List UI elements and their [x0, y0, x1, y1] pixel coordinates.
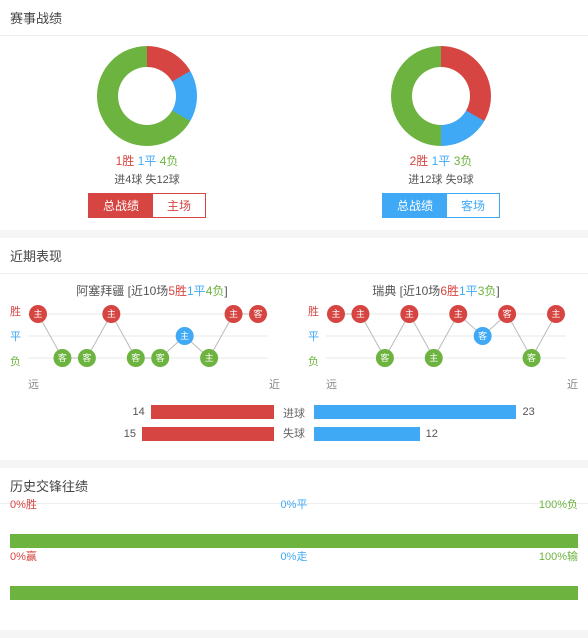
svg-text:主: 主 [551, 308, 560, 319]
svg-text:客: 客 [478, 330, 487, 341]
svg-text:主: 主 [429, 352, 438, 363]
recent-team-title-0: 阿塞拜疆 [近10场5胜1平4负] [10, 282, 294, 299]
svg-text:客: 客 [503, 308, 512, 319]
yaxis-0: 胜平负 [10, 303, 21, 369]
bars-mid-labels: 进球失球 [274, 402, 314, 444]
svg-text:主: 主 [107, 308, 116, 319]
svg-text:主: 主 [33, 308, 42, 319]
svg-text:客: 客 [156, 352, 165, 363]
xaxis-0: 远近 [28, 376, 280, 392]
svg-text:客: 客 [527, 352, 536, 363]
svg-text:主: 主 [180, 330, 189, 341]
svg-text:主: 主 [405, 308, 414, 319]
button-row-0: 总战绩 主场 [88, 193, 206, 218]
recent-section: 近期表现 阿塞拜疆 [近10场5胜1平4负]瑞典 [近10场6胜1平3负] 胜平… [0, 238, 588, 460]
history-labels-1: 0%赢0%走100%输 [10, 564, 578, 578]
btn-venue-1[interactable]: 客场 [447, 194, 499, 217]
history-bar-1 [10, 586, 578, 600]
svg-text:主: 主 [229, 308, 238, 319]
history-bar-0 [10, 534, 578, 548]
record-section: 赛事战绩 1胜 1平 4负 进4球 失12球 总战绩 主场 2胜 1平 3负 进… [0, 0, 588, 230]
svg-text:客: 客 [131, 352, 140, 363]
svg-text:主: 主 [205, 352, 214, 363]
button-row-1: 总战绩 客场 [382, 193, 500, 218]
bars-right: 23 12 [314, 402, 578, 446]
svg-text:主: 主 [356, 308, 365, 319]
goals-text-0: 进4球 失12球 [114, 171, 179, 187]
svg-text:客: 客 [82, 352, 91, 363]
svg-text:客: 客 [58, 352, 67, 363]
history-section: 历史交锋往绩 0%胜0%平100%负 0%赢0%走100%输 5bty.com [0, 468, 588, 630]
yaxis-1: 胜平负 [308, 303, 319, 369]
svg-text:主: 主 [331, 308, 340, 319]
xaxis-1: 远近 [326, 376, 578, 392]
wdl-text-1: 2胜 1平 3负 [410, 152, 473, 169]
svg-text:客: 客 [380, 352, 389, 363]
btn-total-1[interactable]: 总战绩 [383, 194, 447, 217]
line-chart-0: 主客客主客客主主主客 [28, 303, 268, 369]
btn-total-0[interactable]: 总战绩 [89, 194, 153, 217]
history-labels-0: 0%胜0%平100%负 [10, 512, 578, 526]
line-chart-1: 主主客主主主客客客主 [326, 303, 566, 369]
wdl-text-0: 1胜 1平 4负 [116, 152, 179, 169]
btn-venue-0[interactable]: 主场 [153, 194, 205, 217]
svg-text:主: 主 [454, 308, 463, 319]
recent-team-title-1: 瑞典 [近10场6胜1平3负] [294, 282, 578, 299]
donut-chart-0 [97, 46, 197, 146]
donut-chart-1 [391, 46, 491, 146]
recent-title: 近期表现 [0, 238, 588, 274]
svg-text:客: 客 [253, 308, 262, 319]
record-title: 赛事战绩 [0, 0, 588, 36]
bars-left: 14 15 [10, 402, 274, 446]
goals-text-1: 进12球 失9球 [408, 171, 473, 187]
